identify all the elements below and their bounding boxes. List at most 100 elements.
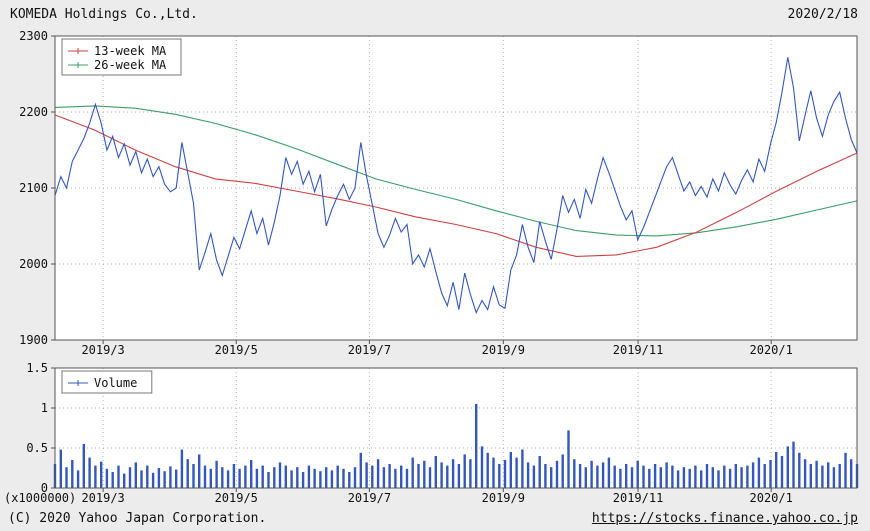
volume-bar xyxy=(117,465,120,488)
volume-bar xyxy=(786,446,789,488)
volume-bar xyxy=(803,459,807,488)
series-close xyxy=(54,57,858,315)
volume-bar xyxy=(163,471,166,488)
legend: Volume xyxy=(61,370,153,394)
volume-chart: 0 0.5 1 1.5 2019/3 2019/5 2019/7 2019/9 2019/11 2… xyxy=(4,361,859,505)
volume-bar xyxy=(746,465,749,488)
volume-bar xyxy=(169,466,172,488)
volume-bar xyxy=(498,464,501,488)
volume-bar xyxy=(671,465,674,488)
volume-bar xyxy=(625,464,628,488)
volume-bar xyxy=(215,460,218,488)
volume-bar xyxy=(186,459,189,488)
volume-bar xyxy=(809,464,812,488)
volume-bar xyxy=(221,467,224,488)
volume-bar xyxy=(469,459,472,488)
volume-bar xyxy=(319,471,322,488)
volume-bar xyxy=(728,468,732,488)
volume-bar xyxy=(157,468,161,488)
y-tick-label: 2300 xyxy=(19,29,48,43)
volume-bar xyxy=(630,467,634,488)
volume-bar xyxy=(128,467,132,488)
volume-bar xyxy=(250,460,253,488)
volume-bar xyxy=(359,452,362,488)
volume-bar xyxy=(475,404,478,488)
volume-bar xyxy=(111,472,114,488)
volume-bar xyxy=(832,467,836,488)
volume-bar xyxy=(757,457,761,488)
volume-bar xyxy=(411,457,414,488)
x-tick-label: 2019/3 xyxy=(81,343,124,357)
x-tick-label: 2019/11 xyxy=(613,343,664,357)
volume-bar xyxy=(348,472,351,488)
x-tick-label: 2020/1 xyxy=(750,491,793,505)
volume-bar xyxy=(313,468,316,488)
volume-bar xyxy=(567,430,570,488)
volume-bar xyxy=(238,468,241,488)
price-chart: 1900 2000 2100 2200 2300 2019/3 2019/5 2019/7 20… xyxy=(19,29,858,357)
volume-bar xyxy=(146,465,149,488)
volume-bar xyxy=(838,464,841,488)
x-tick-label: 2019/9 xyxy=(482,343,525,357)
volume-bar xyxy=(578,464,582,488)
volume-bar xyxy=(376,459,380,488)
volume-bar xyxy=(192,464,195,488)
volume-bar xyxy=(301,472,305,488)
legend-box xyxy=(61,38,182,76)
chart-date: 2020/2/18 xyxy=(787,7,858,22)
volume-bar xyxy=(590,460,593,488)
x-tick-label: 2019/5 xyxy=(215,343,258,357)
volume-bar xyxy=(330,470,334,488)
volume-bar xyxy=(446,465,449,488)
volume-bar xyxy=(365,462,368,488)
y-tick-label: 1 xyxy=(41,401,48,415)
volume-bar xyxy=(440,462,443,488)
volume-bar xyxy=(180,449,184,488)
volume-bar xyxy=(100,461,103,488)
unit-label: (x1000000) xyxy=(4,491,76,505)
volume-bar xyxy=(769,460,772,488)
volume-bar xyxy=(290,470,293,488)
volume-bar xyxy=(751,462,755,488)
y-tick-label: 1.5 xyxy=(26,361,48,375)
volume-bar xyxy=(740,467,743,488)
volume-bar xyxy=(688,468,691,488)
volume-bar xyxy=(261,465,264,488)
volume-bar xyxy=(175,469,178,488)
volume-bar xyxy=(798,452,801,488)
x-tick-label: 2019/7 xyxy=(348,343,391,357)
y-tick-label: 0 xyxy=(41,481,48,495)
volume-bar xyxy=(642,465,645,488)
legend-label: Volume xyxy=(94,376,137,390)
volume-bar xyxy=(203,465,207,488)
volume-bar xyxy=(88,457,91,488)
volume-bar xyxy=(284,465,287,488)
volume-bar xyxy=(140,470,143,488)
volume-bar xyxy=(59,449,62,488)
volume-bar xyxy=(526,462,530,488)
volume-bar xyxy=(382,467,386,488)
volume-bar xyxy=(538,456,541,488)
volume-bar xyxy=(255,468,259,488)
y-tick-label: 2100 xyxy=(19,181,48,195)
stock-title: KOMEDA Holdings Co.,Ltd. xyxy=(10,7,198,22)
volume-bar xyxy=(134,462,137,488)
volume-bar xyxy=(503,460,507,488)
chart-footer: (C) 2020 Yahoo Japan Corporation. https:… xyxy=(0,506,870,531)
source-url-link[interactable]: https://stocks.finance.yahoo.co.jp xyxy=(591,511,858,526)
volume-bar xyxy=(394,468,397,488)
volume-bar xyxy=(151,472,155,488)
y-tick-label: 0.5 xyxy=(26,441,48,455)
volume-bar xyxy=(273,467,276,488)
volume-bar xyxy=(278,462,282,488)
volume-bar xyxy=(775,452,778,488)
volume-bar xyxy=(780,456,784,488)
volume-bar xyxy=(388,464,391,488)
volume-bar xyxy=(428,467,432,488)
volume-bar xyxy=(850,459,853,488)
volume-bar xyxy=(596,465,599,488)
volume-bar xyxy=(717,470,720,488)
volume-bar xyxy=(613,465,616,488)
volume-bar xyxy=(705,464,709,488)
